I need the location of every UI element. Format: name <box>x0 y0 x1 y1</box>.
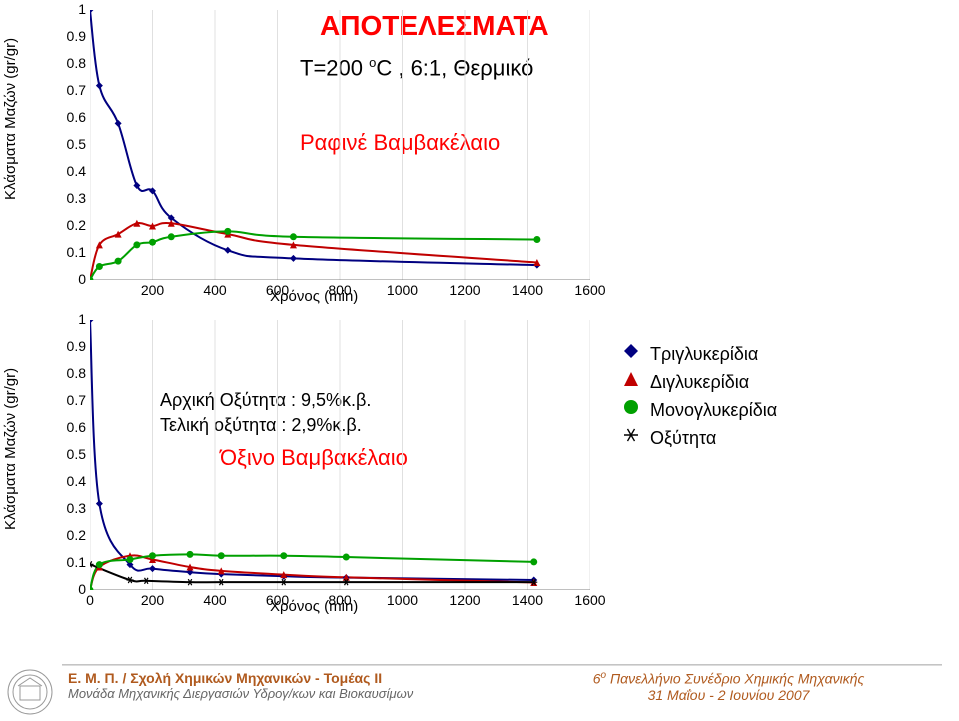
xtick-label: 1200 <box>445 592 485 608</box>
ytick-label: 0.2 <box>56 527 86 543</box>
ytick-label: 0 <box>56 581 86 597</box>
xtick-label: 800 <box>320 592 360 608</box>
ytick-label: 0.9 <box>56 338 86 354</box>
chartB-plot <box>90 320 590 590</box>
xtick-label: 1400 <box>508 592 548 608</box>
xtick-label: 800 <box>320 282 360 298</box>
ytick-label: 0.4 <box>56 473 86 489</box>
xtick-label: 1600 <box>570 592 610 608</box>
ytick-label: 0.1 <box>56 244 86 260</box>
ytick-label: 0.8 <box>56 55 86 71</box>
xtick-label: 600 <box>258 282 298 298</box>
xtick-label: 400 <box>195 592 235 608</box>
star-icon <box>620 424 642 452</box>
xtick-label: 1600 <box>570 282 610 298</box>
xtick-label: 1200 <box>445 282 485 298</box>
chartB-ylabel: Κλάσματα Μαζών (gr/gr) <box>2 368 19 530</box>
footer-left: Ε. Μ. Π. / Σχολή Χημικών Μηχανικών - Τομ… <box>68 666 498 718</box>
institution-line2: Μονάδα Μηχανικής Διεργασιών Υδρογ/κων κα… <box>68 686 498 701</box>
diamond-icon <box>620 340 642 368</box>
ytick-label: 0 <box>56 271 86 287</box>
conference-line1: 6ο Πανελλήνιο Συνέδριο Χημικής Μηχανικής <box>498 670 959 687</box>
ytick-label: 0.3 <box>56 190 86 206</box>
ytick-label: 0.6 <box>56 109 86 125</box>
chartA-plot <box>90 10 590 280</box>
ytick-label: 1 <box>56 1 86 17</box>
institution-seal <box>6 668 62 716</box>
footer: Ε. Μ. Π. / Σχολή Χημικών Μηχανικών - Τομ… <box>0 666 959 718</box>
conference-line2: 31 Μαΐου - 2 Ιουνίου 2007 <box>498 687 959 703</box>
ytick-label: 0.6 <box>56 419 86 435</box>
xtick-label: 1000 <box>383 592 423 608</box>
ytick-label: 0.7 <box>56 392 86 408</box>
conf-rest: Πανελλήνιο Συνέδριο Χημικής Μηχανικής <box>606 671 864 687</box>
legend-di-label: Διγλυκερίδια <box>650 368 749 396</box>
legend-acid: Οξύτητα <box>620 424 777 452</box>
circle-icon <box>620 396 642 424</box>
ytick-label: 0.9 <box>56 28 86 44</box>
legend-acid-label: Οξύτητα <box>650 424 716 452</box>
legend: Τριγλυκερίδια Διγλυκερίδια Μονογλυκερίδι… <box>620 340 777 452</box>
ytick-label: 0.5 <box>56 136 86 152</box>
footer-right: 6ο Πανελλήνιο Συνέδριο Χημικής Μηχανικής… <box>498 666 959 718</box>
legend-tri: Τριγλυκερίδια <box>620 340 777 368</box>
ytick-label: 0.1 <box>56 554 86 570</box>
legend-di: Διγλυκερίδια <box>620 368 777 396</box>
xtick-label: 600 <box>258 592 298 608</box>
ytick-label: 0.3 <box>56 500 86 516</box>
legend-mono: Μονογλυκερίδια <box>620 396 777 424</box>
xtick-label: 200 <box>133 282 173 298</box>
xtick-label: 1000 <box>383 282 423 298</box>
legend-tri-label: Τριγλυκερίδια <box>650 340 758 368</box>
ytick-label: 0.5 <box>56 446 86 462</box>
conf-prefix: 6 <box>593 671 601 687</box>
ytick-label: 0.2 <box>56 217 86 233</box>
chartA-ylabel: Κλάσματα Μαζών (gr/gr) <box>2 38 19 200</box>
institution-line1: Ε. Μ. Π. / Σχολή Χημικών Μηχανικών - Τομ… <box>68 670 498 686</box>
ytick-label: 0.7 <box>56 82 86 98</box>
legend-mono-label: Μονογλυκερίδια <box>650 396 777 424</box>
xtick-label: 1400 <box>508 282 548 298</box>
ytick-label: 1 <box>56 311 86 327</box>
ytick-label: 0.8 <box>56 365 86 381</box>
triangle-icon <box>620 368 642 396</box>
ytick-label: 0.4 <box>56 163 86 179</box>
xtick-label: 400 <box>195 282 235 298</box>
xtick-label: 200 <box>133 592 173 608</box>
